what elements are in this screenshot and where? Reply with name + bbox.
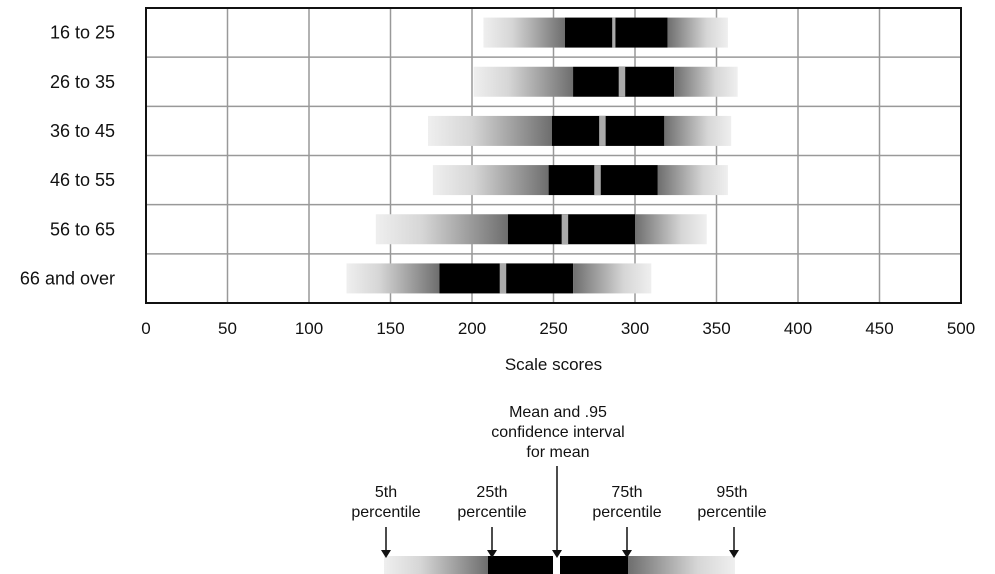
x-tick-label: 50 — [218, 319, 237, 338]
bar-p75-p95 — [657, 165, 728, 196]
x-tick-label: 0 — [141, 319, 150, 338]
category-label: 16 to 25 — [50, 23, 115, 43]
legend-p75-label: 75th — [611, 484, 642, 501]
legend-p25-label: 25th — [476, 484, 507, 501]
bar-p75-p95 — [674, 66, 738, 97]
bar-p25-p75 — [564, 17, 668, 48]
legend-bar-low — [384, 556, 488, 574]
x-tick-label: 150 — [376, 319, 404, 338]
legend-mean-label: for mean — [526, 444, 589, 461]
category-labels: 16 to 25 26 to 35 36 to 45 46 to 55 56 to 65… — [20, 23, 115, 289]
x-tick-label: 100 — [295, 319, 323, 338]
bar-p75-p95 — [573, 263, 652, 294]
category-label: 66 and over — [20, 268, 115, 288]
mean-ci-mark — [499, 263, 507, 294]
x-tick-labels: 0 50 100 150 200 250 300 350 400 450 500 — [141, 319, 975, 338]
mean-ci-mark — [594, 165, 601, 196]
x-axis-title: Scale scores — [505, 355, 602, 374]
legend-p5-label: percentile — [351, 504, 420, 521]
category-label: 56 to 65 — [50, 219, 115, 239]
legend-p25-arrow-head — [487, 550, 497, 558]
legend-mean-mark — [553, 556, 560, 574]
mean-ci-mark — [599, 115, 606, 146]
bar-p5-p25 — [427, 115, 552, 146]
legend-mean-arrow-head — [552, 550, 562, 558]
x-tick-label: 450 — [865, 319, 893, 338]
grid — [145, 8, 962, 303]
plot-area — [346, 17, 738, 294]
x-tick-label: 350 — [702, 319, 730, 338]
legend-mean-label: Mean and .95 — [509, 404, 607, 421]
category-label: 26 to 35 — [50, 72, 115, 92]
category-label: 36 to 45 — [50, 121, 115, 141]
bar-p5-p25 — [346, 263, 440, 294]
bar-p75-p95 — [667, 17, 728, 48]
x-tick-label: 250 — [539, 319, 567, 338]
bar-p5-p25 — [473, 66, 574, 97]
legend-p5-label: 5th — [375, 484, 397, 501]
mean-ci-mark — [618, 66, 626, 97]
x-tick-label: 500 — [947, 319, 975, 338]
bar-p25-p75 — [507, 214, 635, 245]
bar-p75-p95 — [635, 214, 707, 245]
legend-p75-label: percentile — [592, 504, 661, 521]
x-tick-label: 400 — [784, 319, 812, 338]
legend-p95-label: 95th — [716, 484, 747, 501]
bar-p5-p25 — [375, 214, 508, 245]
bar-p5-p25 — [483, 17, 565, 48]
legend-p5-arrow-head — [381, 550, 391, 558]
bar-p75-p95 — [664, 115, 732, 146]
legend-p25-label: percentile — [457, 504, 526, 521]
mean-ci-mark — [561, 214, 569, 245]
x-tick-label: 200 — [458, 319, 486, 338]
legend-p95-label: percentile — [697, 504, 766, 521]
legend-p95-arrow-head — [729, 550, 739, 558]
legend: Mean and .95 confidence interval for mean 5… — [351, 404, 767, 574]
plot-frame — [145, 7, 962, 304]
legend-p75-arrow-head — [622, 550, 632, 558]
category-label: 46 to 55 — [50, 170, 115, 190]
legend-mean-label: confidence interval — [491, 424, 624, 441]
bar-p25-p75 — [551, 115, 665, 146]
x-tick-label: 300 — [621, 319, 649, 338]
mean-ci-mark — [612, 17, 616, 48]
legend-bar-high — [628, 556, 735, 574]
bar-p5-p25 — [432, 165, 549, 196]
bar-p25-p75 — [548, 165, 658, 196]
